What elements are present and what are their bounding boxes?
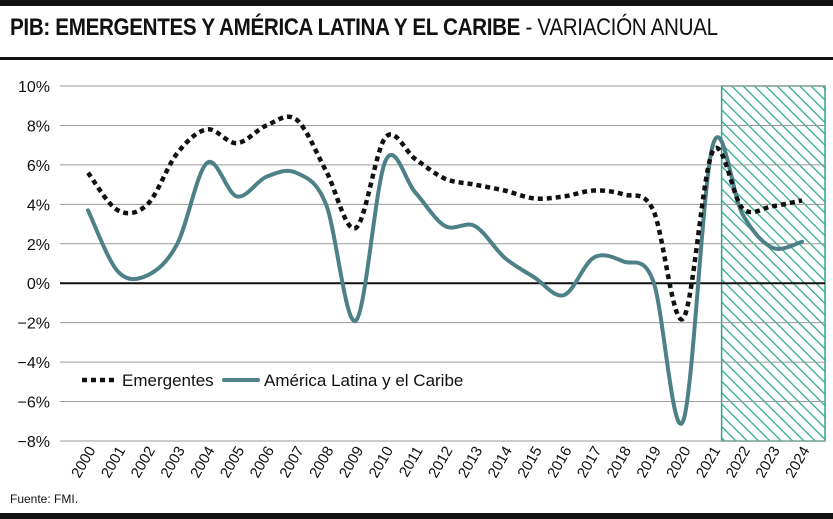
x-tick-label: 2004 [187, 444, 218, 481]
y-tick-label: −6% [18, 395, 50, 412]
x-tick-label: 2010 [366, 444, 397, 481]
x-tick-label: 2019 [633, 444, 664, 481]
x-tick-label: 2024 [782, 444, 813, 481]
title-separator: - [520, 14, 538, 41]
x-tick-label: 2017 [574, 444, 605, 481]
x-tick-label: 2011 [396, 444, 427, 480]
x-tick-label: 2013 [455, 444, 486, 481]
series-line-latam [86, 135, 804, 426]
x-tick-label: 2016 [544, 444, 575, 481]
x-tick-label: 2014 [485, 444, 516, 481]
x-tick-label: 2006 [247, 444, 278, 481]
bottom-bar [0, 513, 833, 519]
x-tick-label: 2000 [68, 444, 99, 481]
x-tick-label: 2002 [128, 444, 159, 481]
x-tick-label: 2020 [663, 444, 694, 481]
x-tick-label: 2007 [276, 444, 307, 481]
title-subtitle: VARIACIÓN ANUAL [537, 14, 718, 41]
x-tick-label: 2001 [98, 444, 129, 481]
x-tick-label: 2023 [752, 444, 783, 481]
y-tick-label: −2% [18, 316, 50, 333]
x-tick-label: 2018 [604, 444, 635, 481]
series-line-emergentes [86, 114, 803, 322]
x-tick-label: 2021 [693, 444, 724, 481]
x-tick-label: 2003 [157, 444, 188, 481]
y-tick-label: 6% [27, 158, 50, 175]
y-tick-label: 2% [27, 237, 50, 254]
x-tick-label: 2009 [336, 444, 367, 481]
top-bar [0, 0, 833, 6]
title-rule [0, 57, 833, 60]
title-main: PIB: EMERGENTES Y AMÉRICA LATINA Y EL CA… [10, 14, 521, 41]
legend-label-latam: América Latina y el Caribe [264, 371, 463, 390]
y-tick-label: 4% [27, 197, 50, 214]
forecast-region [720, 85, 826, 442]
source-note: Fuente: FMI. [10, 492, 79, 506]
x-tick-label: 2012 [425, 444, 456, 481]
x-tick-label: 2008 [306, 444, 337, 481]
y-tick-label: 10% [18, 79, 50, 96]
y-tick-label: −4% [18, 355, 50, 372]
x-tick-label: 2005 [217, 444, 248, 481]
x-tick-label: 2015 [514, 444, 545, 481]
page-title: PIB: EMERGENTES Y AMÉRICA LATINA Y EL CA… [10, 14, 718, 42]
x-tick-label: 2022 [723, 444, 754, 481]
legend-label-emergentes: Emergentes [122, 371, 214, 390]
y-tick-label: −8% [18, 434, 50, 451]
y-tick-label: 8% [27, 118, 50, 135]
y-tick-label: 0% [27, 276, 50, 293]
